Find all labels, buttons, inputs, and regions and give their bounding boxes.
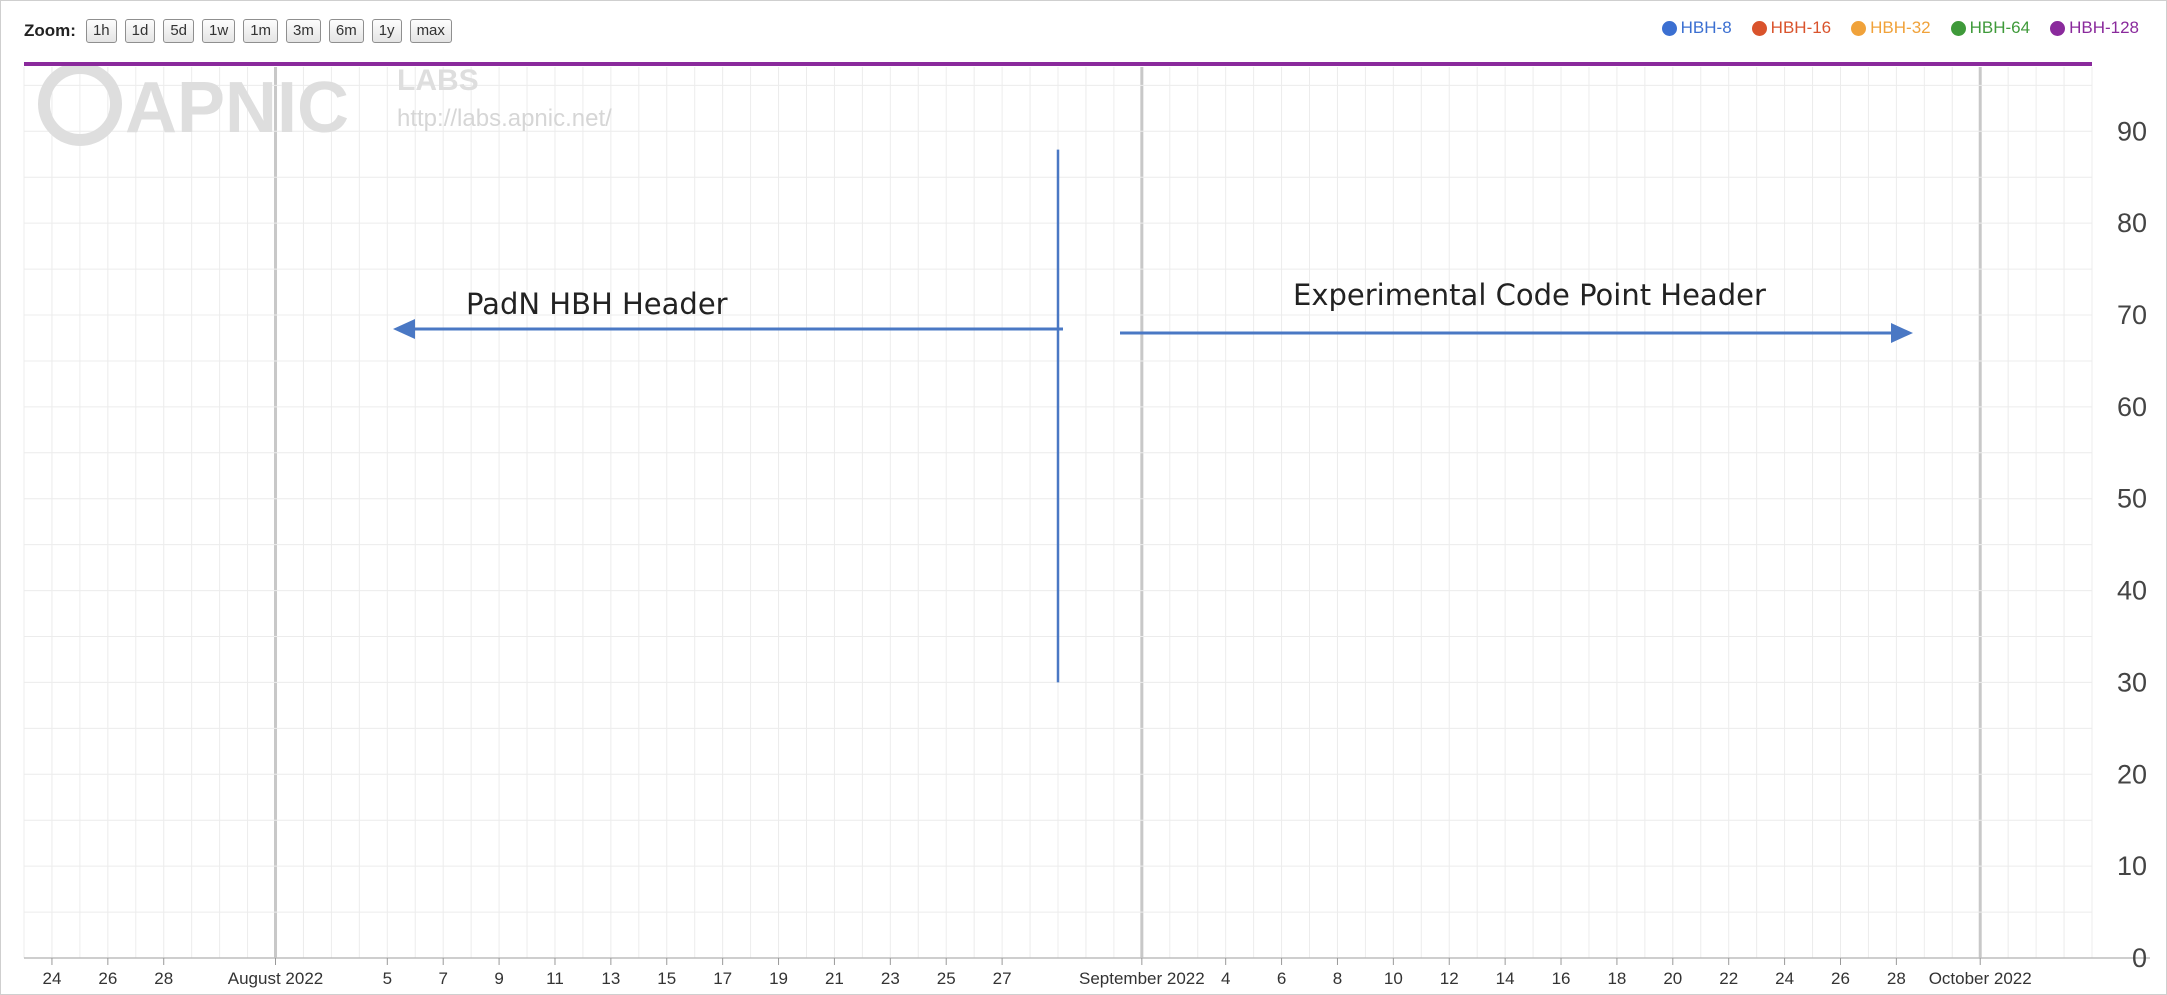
legend-item-hbh-64[interactable]: HBH-64 (1950, 18, 2031, 38)
y-tick-label: 90 (2117, 116, 2147, 146)
x-tick-label: 28 (154, 969, 173, 988)
watermark-logo-text: APNIC (125, 68, 349, 148)
x-tick-label: 26 (1831, 969, 1850, 988)
zoom-6m-button[interactable]: 6m (328, 19, 364, 43)
legend-dot-icon (1661, 20, 1677, 36)
zoom-1d-button[interactable]: 1d (124, 19, 156, 43)
y-tick-label: 50 (2117, 484, 2147, 514)
legend-label: HBH-64 (1969, 18, 2031, 37)
y-tick-label: 30 (2117, 667, 2147, 697)
watermark-labs-text: LABS (397, 64, 479, 97)
x-month-label: October 2022 (1929, 969, 2032, 988)
x-tick-label: 8 (1333, 969, 1342, 988)
x-tick-label: 18 (1607, 969, 1626, 988)
legend-label: HBH-8 (1680, 18, 1732, 37)
legend-label: HBH-128 (2069, 18, 2139, 37)
x-tick-label: 10 (1384, 969, 1403, 988)
annotation-padn: PadN HBH Header (466, 287, 728, 321)
apnic-logo-icon (38, 62, 122, 146)
x-tick-label: 22 (1719, 969, 1738, 988)
legend-dot-icon (2050, 20, 2066, 36)
y-tick-label: 40 (2117, 576, 2147, 606)
x-tick-label: 6 (1277, 969, 1286, 988)
annotations: PadN HBH Header Experimental Code Point … (393, 149, 1913, 683)
x-tick-label: 24 (1775, 969, 1794, 988)
grid (23, 67, 2150, 959)
x-tick-label: 16 (1552, 969, 1571, 988)
x-tick-label: 27 (993, 969, 1012, 988)
legend-item-hbh-16[interactable]: HBH-16 (1751, 18, 1832, 38)
x-tick-label: 9 (494, 969, 503, 988)
legend-dot-icon (1851, 20, 1867, 36)
zoom-max-button[interactable]: max (409, 19, 452, 43)
x-tick-label: 7 (438, 969, 447, 988)
x-tick-label: 12 (1440, 969, 1459, 988)
legend-dot-icon (1751, 20, 1767, 36)
zoom-toolbar: Zoom: 1h 1d 5d 1w 1m 3m 6m 1y max (24, 17, 452, 45)
legend: HBH-8 HBH-16 HBH-32 HBH-64 HBH-128 (1661, 18, 2139, 38)
x-tick-label: 21 (825, 969, 844, 988)
zoom-3m-button[interactable]: 3m (286, 19, 321, 43)
x-tick-label: 20 (1663, 969, 1682, 988)
x-tick-label: 25 (937, 969, 956, 988)
x-tick-label: 23 (881, 969, 900, 988)
y-tick-label: 60 (2117, 392, 2147, 422)
x-tick-label: 28 (1887, 969, 1906, 988)
y-axis-ticks: 0 10 20 30 40 50 60 70 80 90 (2117, 116, 2147, 973)
legend-label: HBH-32 (1870, 18, 1931, 37)
y-tick-label: 70 (2117, 300, 2147, 330)
watermark-url: http://labs.apnic.net/ (397, 105, 612, 132)
legend-item-hbh-32[interactable]: HBH-32 (1851, 18, 1931, 38)
zoom-1h-button[interactable]: 1h (85, 19, 117, 43)
zoom-1y-button[interactable]: 1y (371, 19, 402, 43)
y-tick-label: 10 (2117, 851, 2147, 881)
x-tick-label: 13 (601, 969, 620, 988)
x-tick-label: 24 (42, 969, 61, 988)
legend-item-hbh-8[interactable]: HBH-8 (1661, 18, 1732, 38)
legend-label: HBH-16 (1770, 18, 1832, 37)
x-tick-label: 19 (769, 969, 788, 988)
arrow-left-head-icon (393, 319, 415, 339)
x-tick-label: 26 (98, 969, 117, 988)
arrow-right-head-icon (1891, 323, 1913, 343)
x-tick-label: 11 (546, 969, 564, 988)
y-tick-label: 80 (2117, 208, 2147, 238)
x-month-label: August 2022 (228, 969, 323, 988)
legend-item-hbh-128[interactable]: HBH-128 (2050, 18, 2139, 38)
x-tick-label: 4 (1221, 969, 1230, 988)
zoom-1w-button[interactable]: 1w (202, 19, 236, 43)
x-tick-label: 5 (383, 969, 392, 988)
y-tick-label: 0 (2132, 943, 2147, 973)
apnic-watermark: APNIC LABS http://labs.apnic.net/ (38, 62, 612, 148)
annotation-experimental: Experimental Code Point Header (1293, 278, 1766, 312)
zoom-label: Zoom: (24, 21, 76, 40)
zoom-5d-button[interactable]: 5d (163, 19, 194, 43)
x-tick-label: 14 (1496, 969, 1515, 988)
x-tick-label: 15 (657, 969, 676, 988)
x-tick-label: 17 (713, 969, 732, 988)
x-axis-ticks: 24 26 28 August 2022 5 7 9 11 13 15 17 19 21 23 25 27 Se… (42, 958, 2032, 988)
zoom-1m-button[interactable]: 1m (243, 19, 279, 43)
y-tick-label: 20 (2117, 759, 2147, 789)
x-month-label: September 2022 (1079, 969, 1205, 988)
legend-dot-icon (1950, 20, 1966, 36)
